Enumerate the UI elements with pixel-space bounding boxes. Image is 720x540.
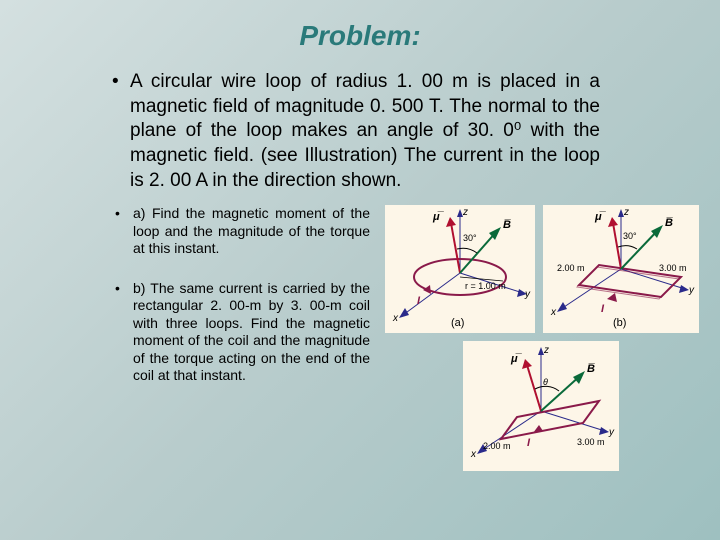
question-a: a) Find the magnetic moment of the loop … — [115, 205, 370, 258]
diml-b: 3.00 m — [659, 263, 687, 273]
mu-label-a: μ̅ — [433, 211, 440, 223]
I-label-b: I — [601, 303, 604, 315]
B-label-b: B̅ — [665, 217, 673, 229]
radius-a: r = 1.00 m — [465, 281, 506, 291]
diml-c: 3.00 m — [577, 437, 605, 447]
figure-panel-a: z x y μ̅ B̅ I 30° r = 1.00 m (a) — [385, 205, 535, 333]
page-title: Problem: — [0, 0, 720, 52]
I-label-c: I — [527, 437, 530, 449]
question-b: b) The same current is carried by the re… — [115, 280, 370, 385]
dimw-b: 2.00 m — [557, 263, 585, 273]
axis-y-a: y — [525, 289, 530, 300]
axis-y-c: y — [609, 427, 614, 438]
dimw-c: 2.00 m — [483, 441, 511, 451]
rect-coil-diagram-c — [463, 341, 619, 471]
mu-label-b: μ̅ — [595, 211, 602, 223]
axis-x-c: x — [471, 449, 476, 460]
circular-loop-diagram — [385, 205, 535, 333]
figures-top-row: z x y μ̅ B̅ I 30° r = 1.00 m (a) — [385, 205, 695, 333]
B-label-a: B̅ — [503, 219, 511, 231]
main-problem-text: A circular wire loop of radius 1. 00 m i… — [130, 70, 600, 193]
figure-panel-b: z x y μ̅ B̅ I 30° 2.00 m 3.00 m (b) — [543, 205, 699, 333]
subcontent-row: a) Find the magnetic moment of the loop … — [115, 205, 710, 471]
angle-b: 30° — [623, 231, 637, 241]
sub-questions-column: a) Find the magnetic moment of the loop … — [115, 205, 370, 471]
caption-b: (b) — [613, 317, 626, 329]
mu-label-c: μ̅ — [511, 353, 518, 365]
I-label-a: I — [417, 295, 420, 307]
axis-z-b: z — [624, 207, 629, 218]
B-label-c: B̅ — [587, 363, 595, 375]
axis-z-a: z — [463, 207, 468, 218]
angle-c: θ — [543, 377, 548, 387]
figures-column: z x y μ̅ B̅ I 30° r = 1.00 m (a) — [385, 205, 695, 471]
caption-a: (a) — [451, 317, 464, 329]
axis-x-b: x — [551, 307, 556, 318]
axis-y-b: y — [689, 285, 694, 296]
axis-z-c: z — [544, 345, 549, 356]
figure-panel-c: z x y μ̅ B̅ I θ 2.00 m 3.00 m — [463, 341, 619, 471]
angle-a: 30° — [463, 233, 477, 243]
axis-x-a: x — [393, 313, 398, 324]
